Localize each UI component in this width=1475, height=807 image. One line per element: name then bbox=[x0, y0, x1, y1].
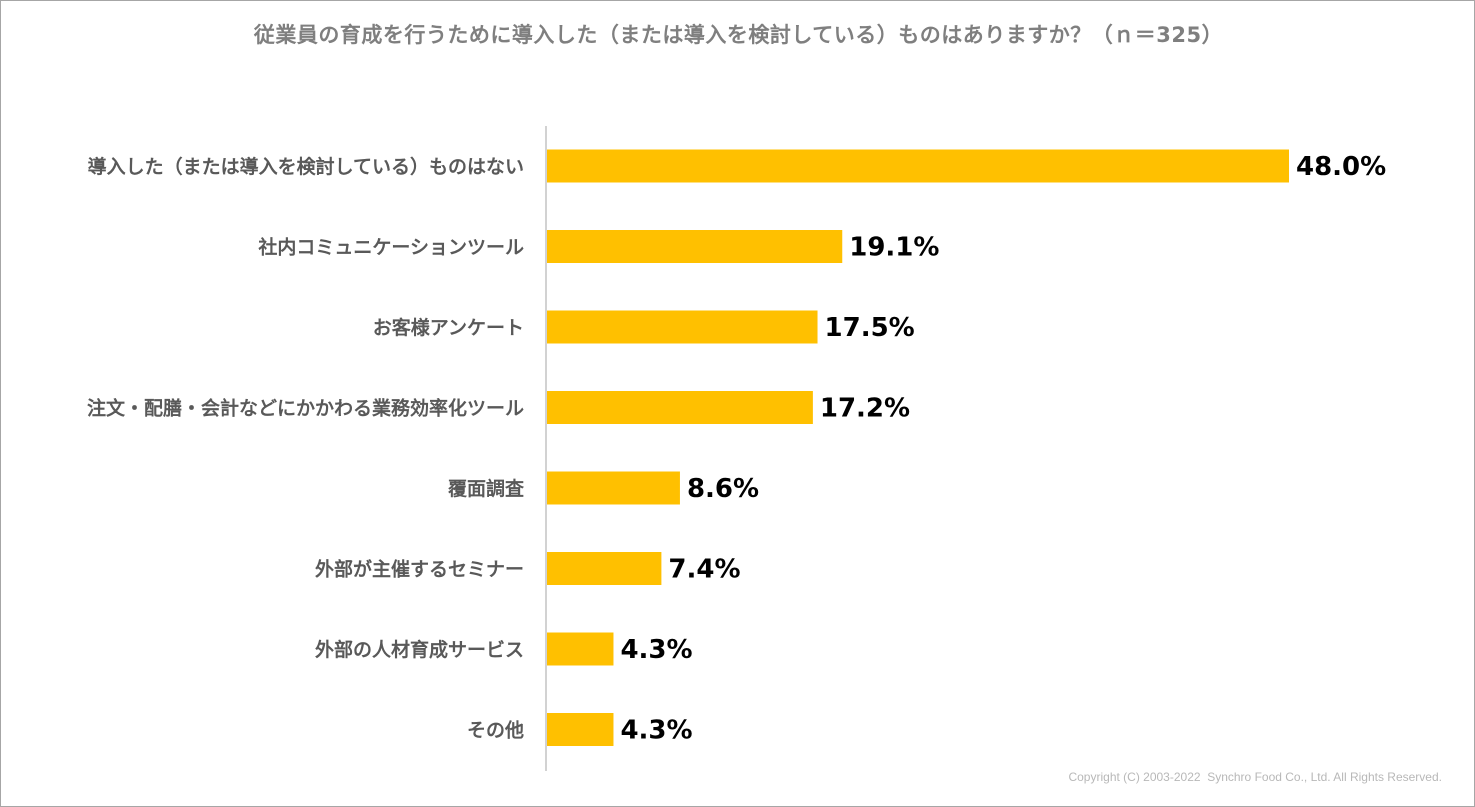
category-label: 覆面調査 bbox=[447, 477, 525, 500]
copyright-notice: Copyright (C) 2003-2022 Synchro Food Co.… bbox=[1068, 770, 1442, 784]
bar bbox=[547, 632, 614, 666]
category-label: 導入した（または導入を検討している）ものはない bbox=[88, 155, 524, 178]
bar bbox=[547, 471, 680, 505]
chart-title: 従業員の育成を行うために導入した（または導入を検討している）ものはありますか？（… bbox=[253, 23, 1224, 47]
value-label: 4.3% bbox=[620, 635, 692, 665]
value-label: 19.1% bbox=[849, 233, 939, 263]
bars-layer: 導入した（または導入を検討している）ものはない 48.0% 社内コミュニケーションツ… bbox=[87, 149, 1386, 746]
value-label: 48.0% bbox=[1296, 152, 1386, 182]
bar bbox=[547, 310, 818, 344]
category-label: お客様アンケート bbox=[373, 316, 524, 339]
bar bbox=[547, 391, 813, 424]
category-label: その他 bbox=[467, 719, 524, 742]
category-label: 注文・配膳・会計などにかかわる業務効率化ツール bbox=[87, 397, 524, 420]
bar bbox=[547, 552, 662, 585]
bar bbox=[547, 230, 843, 263]
value-label: 7.4% bbox=[668, 555, 740, 585]
value-label: 17.2% bbox=[820, 394, 910, 424]
value-label: 4.3% bbox=[620, 716, 692, 746]
value-label: 17.5% bbox=[825, 313, 915, 343]
category-label: 社内コミュニケーションツール bbox=[257, 236, 524, 259]
category-label: 外部の人材育成サービス bbox=[315, 638, 524, 661]
bar bbox=[547, 149, 1289, 183]
value-label: 8.6% bbox=[687, 474, 759, 504]
category-label: 外部が主催するセミナー bbox=[315, 558, 524, 581]
bar bbox=[547, 713, 614, 746]
